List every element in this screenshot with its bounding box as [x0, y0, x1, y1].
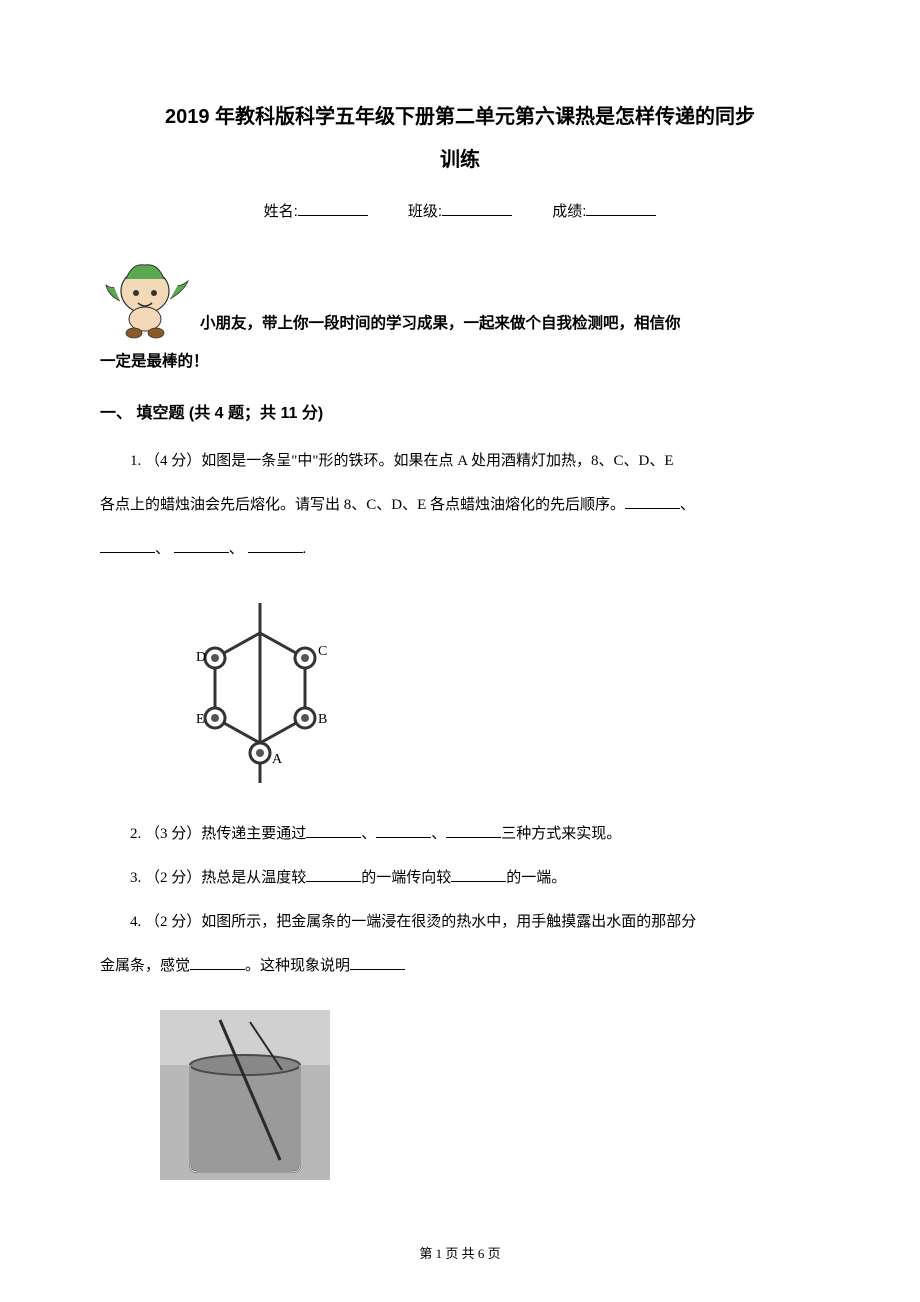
- q1-blank-1: [625, 496, 680, 510]
- q1-line3: 、 、 .: [100, 531, 820, 567]
- class-blank: [442, 201, 512, 216]
- q2-line: 2. （3 分）热传递主要通过 、 、 三种方式来实现。: [100, 816, 820, 852]
- class-field: 班级:: [408, 203, 516, 220]
- q1-blank-4: [248, 540, 303, 554]
- name-blank: [298, 201, 368, 216]
- class-label: 班级:: [408, 203, 442, 220]
- node-b-label: B: [318, 712, 327, 727]
- node-a-label: A: [272, 752, 283, 767]
- score-field: 成绩:: [552, 203, 656, 220]
- q1-blank-3: [174, 540, 229, 554]
- q1-diagram: A B C D E: [160, 593, 360, 793]
- q4-line1: 4. （2 分）如图所示，把金属条的一端浸在很烫的热水中，用手触摸露出水面的那部…: [100, 904, 820, 940]
- score-blank: [586, 201, 656, 216]
- q4-blank-2: [350, 957, 405, 971]
- q1-part2a: 各点上的蜡烛油会先后熔化。请写出 8、C、D、E 各点蜡烛油熔化的先后顺序。: [100, 497, 625, 513]
- node-e-label: E: [196, 712, 205, 727]
- q2-part2: 三种方式来实现。: [501, 826, 621, 842]
- q2-blank-3: [446, 825, 501, 839]
- q3-mid: 的一端传向较: [361, 870, 451, 886]
- q4-part2b: 。这种现象说明: [245, 958, 350, 974]
- q1-blank-2: [100, 540, 155, 554]
- q2-blank-2: [376, 825, 431, 839]
- q1-sep3: 、: [229, 541, 244, 557]
- q1-line1: 1. （4 分）如图是一条呈"中"形的铁环。如果在点 A 处用酒精灯加热，8、C…: [100, 443, 820, 479]
- q3-part1: 3. （2 分）热总是从温度较: [130, 870, 306, 886]
- node-c-label: C: [318, 644, 327, 659]
- info-row: 姓名: 班级: 成绩:: [100, 200, 820, 221]
- intro-line-2: 一定是最棒的！: [100, 345, 820, 379]
- q2-sep1: 、: [361, 826, 376, 842]
- q1-sep1: 、: [680, 497, 695, 513]
- score-label: 成绩:: [552, 203, 586, 220]
- q2-sep2: 、: [431, 826, 446, 842]
- mascot-icon: [100, 251, 200, 341]
- title-line-2: 训练: [100, 143, 820, 172]
- q4-blank-1: [190, 957, 245, 971]
- mascot-row: 小朋友，带上你一段时间的学习成果，一起来做个自我检测吧，相信你: [100, 251, 820, 341]
- section-1-heading: 一、 填空题 (共 4 题；共 11 分): [100, 399, 820, 423]
- q1-sep2: 、: [155, 541, 170, 557]
- name-field: 姓名:: [264, 203, 372, 220]
- intro-line-1: 小朋友，带上你一段时间的学习成果，一起来做个自我检测吧，相信你: [200, 307, 681, 341]
- title-line-1: 2019 年教科版科学五年级下册第二单元第六课热是怎样传递的同步: [100, 100, 820, 129]
- q3-end: 的一端。: [506, 870, 566, 886]
- name-label: 姓名:: [264, 203, 298, 220]
- q2-part1: 2. （3 分）热传递主要通过: [130, 826, 306, 842]
- q2-blank-1: [306, 825, 361, 839]
- node-d-label: D: [196, 650, 206, 665]
- q3-blank-1: [306, 869, 361, 883]
- q3-line: 3. （2 分）热总是从温度较 的一端传向较 的一端。: [100, 860, 820, 896]
- q1-line2: 各点上的蜡烛油会先后熔化。请写出 8、C、D、E 各点蜡烛油熔化的先后顺序。 、: [100, 487, 820, 523]
- q1-sep4: .: [303, 541, 307, 557]
- q4-line2: 金属条，感觉 。这种现象说明: [100, 948, 820, 984]
- q3-blank-2: [451, 869, 506, 883]
- q4-diagram: [160, 1010, 330, 1180]
- q4-part2a: 金属条，感觉: [100, 958, 190, 974]
- page-footer: 第 1 页 共 6 页: [0, 1243, 920, 1262]
